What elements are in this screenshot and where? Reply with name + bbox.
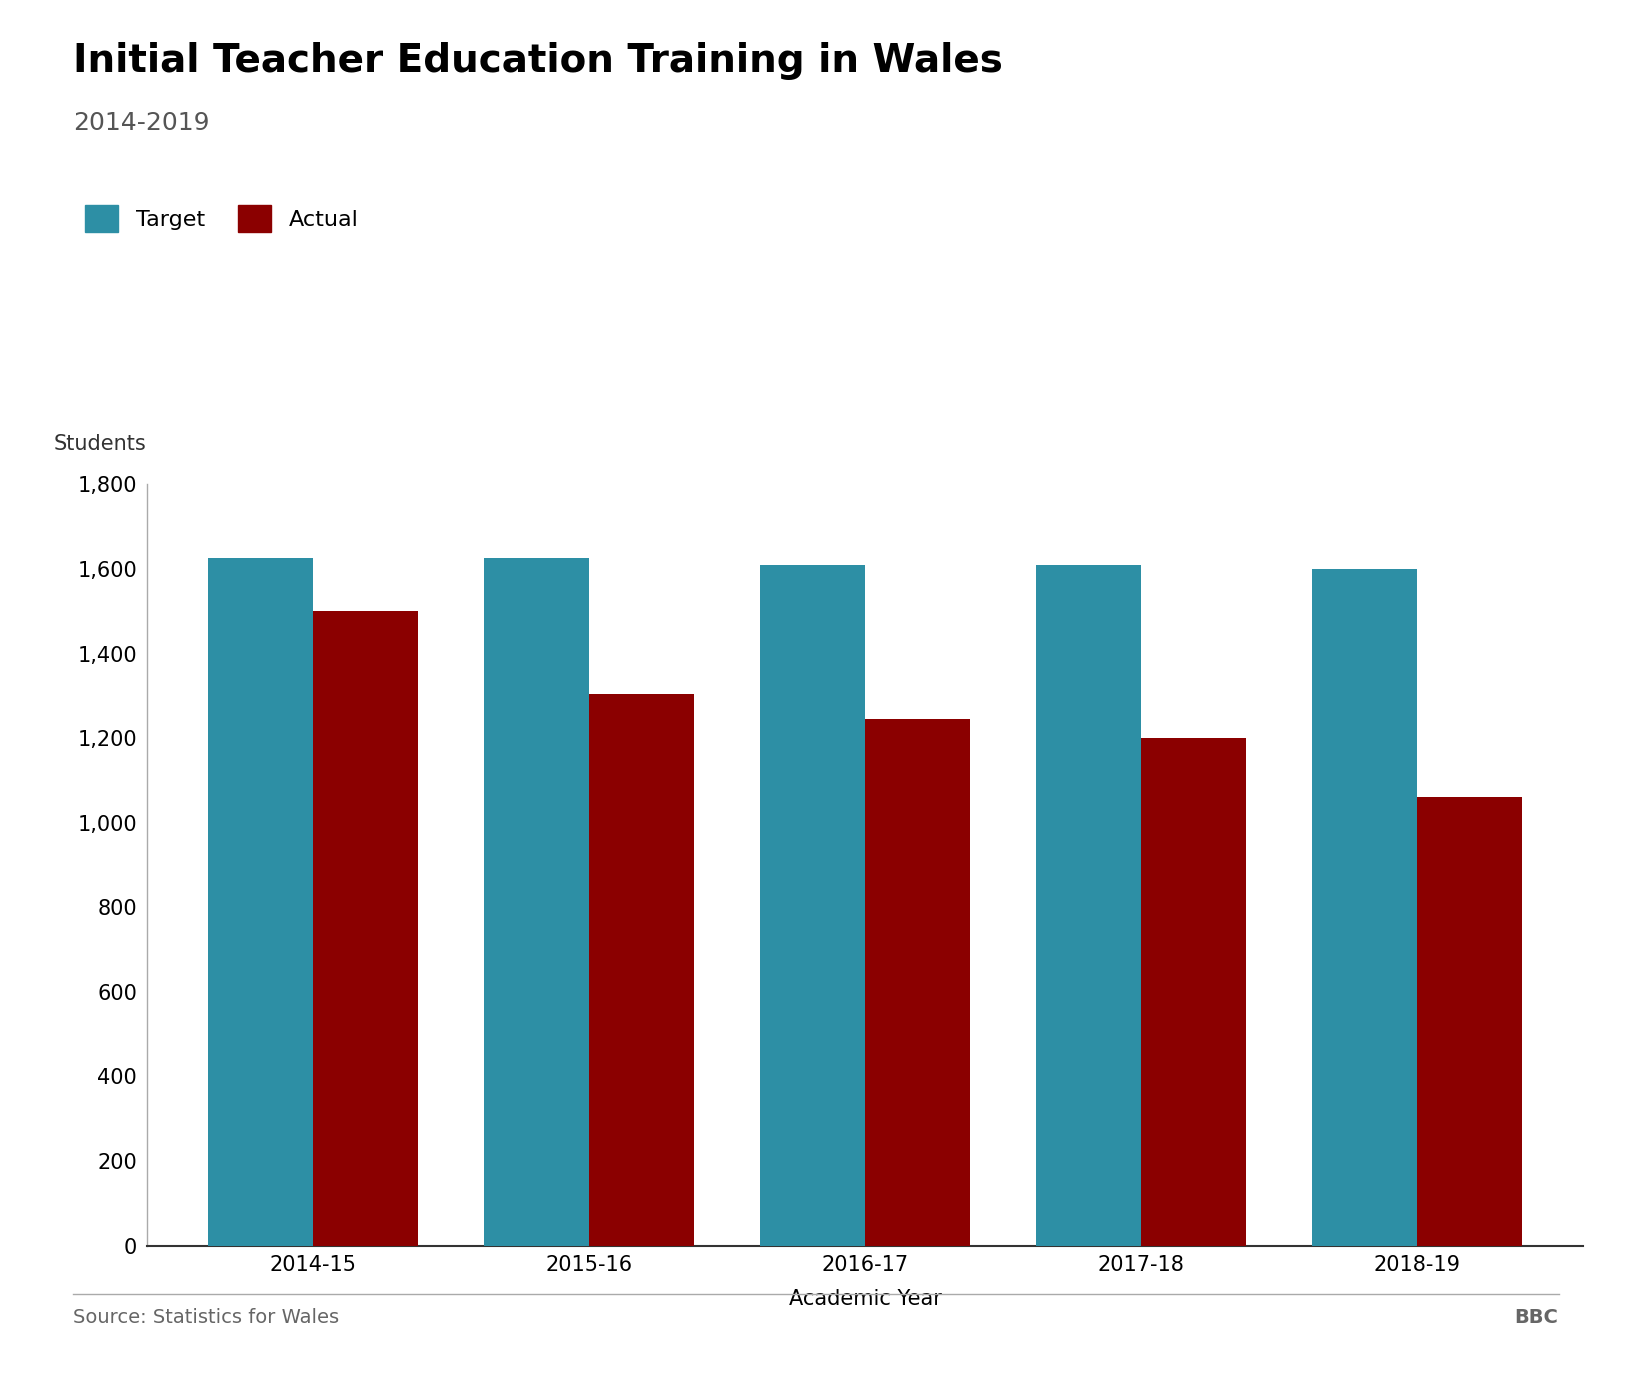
Legend: Target, Actual: Target, Actual: [85, 205, 359, 233]
Text: BBC: BBC: [1514, 1308, 1559, 1327]
Text: 2014-2019: 2014-2019: [73, 111, 211, 134]
Bar: [761, 565, 865, 1246]
Bar: [207, 558, 313, 1246]
Bar: [1036, 565, 1141, 1246]
Text: Source: Statistics for Wales: Source: Statistics for Wales: [73, 1308, 339, 1327]
Bar: [1312, 569, 1417, 1246]
Bar: [865, 720, 969, 1246]
Text: Students: Students: [54, 435, 147, 454]
Text: Initial Teacher Education Training in Wales: Initial Teacher Education Training in Wa…: [73, 42, 1004, 79]
X-axis label: Academic Year: Academic Year: [788, 1290, 942, 1309]
Bar: [1141, 738, 1247, 1246]
Bar: [589, 693, 694, 1246]
Bar: [313, 612, 418, 1246]
Bar: [1417, 797, 1523, 1246]
Bar: [483, 558, 589, 1246]
